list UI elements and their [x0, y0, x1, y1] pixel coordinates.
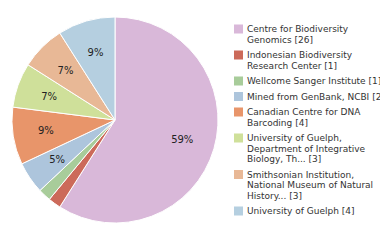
legend-label: University of Guelph [4]	[247, 206, 355, 216]
legend-label: Smithsonian Institution,National Museum …	[247, 170, 373, 201]
chart: 59% 5% 9% 7% 7% 9% Centre for BiodiversityGeno…	[0, 0, 380, 240]
data-label: 7%	[41, 91, 57, 102]
legend-label: Indonesian BiodiversityResearch Center […	[247, 50, 353, 71]
legend-swatch	[234, 108, 243, 117]
legend-item: Mined from GenBank, NCBI [2]	[234, 92, 380, 102]
data-label: 59%	[171, 134, 193, 145]
data-label: 5%	[49, 154, 65, 165]
legend-item: University of Guelph,Department of Integ…	[234, 133, 366, 164]
legend-swatch	[234, 207, 243, 216]
legend-swatch	[234, 170, 243, 179]
legend-label: Mined from GenBank, NCBI [2]	[247, 92, 380, 102]
legend-item: Wellcome Sanger Institute [1]	[234, 76, 380, 86]
data-labels: 59% 5% 9% 7% 7% 9%	[38, 47, 193, 165]
legend-swatch	[234, 92, 243, 101]
data-label: 9%	[88, 47, 104, 58]
legend-label: University of Guelph,Department of Integ…	[247, 133, 366, 164]
legend-item: Indonesian BiodiversityResearch Center […	[234, 50, 353, 71]
data-label: 9%	[38, 125, 54, 136]
legend: Centre for BiodiversityGenomics [26] Indo…	[234, 24, 380, 216]
legend-item: Centre for BiodiversityGenomics [26]	[234, 24, 349, 45]
legend-item: University of Guelph [4]	[234, 206, 355, 216]
legend-item: Canadian Centre for DNABarcoding [4]	[234, 107, 361, 128]
legend-swatch	[234, 51, 243, 60]
legend-swatch	[234, 25, 243, 34]
pie	[12, 17, 218, 223]
legend-label: Centre for BiodiversityGenomics [26]	[247, 24, 349, 45]
legend-label: Wellcome Sanger Institute [1]	[247, 76, 380, 86]
data-label: 7%	[58, 65, 74, 76]
legend-swatch	[234, 134, 243, 143]
legend-label: Canadian Centre for DNABarcoding [4]	[247, 107, 361, 128]
legend-swatch	[234, 77, 243, 86]
legend-item: Smithsonian Institution,National Museum …	[234, 170, 373, 201]
